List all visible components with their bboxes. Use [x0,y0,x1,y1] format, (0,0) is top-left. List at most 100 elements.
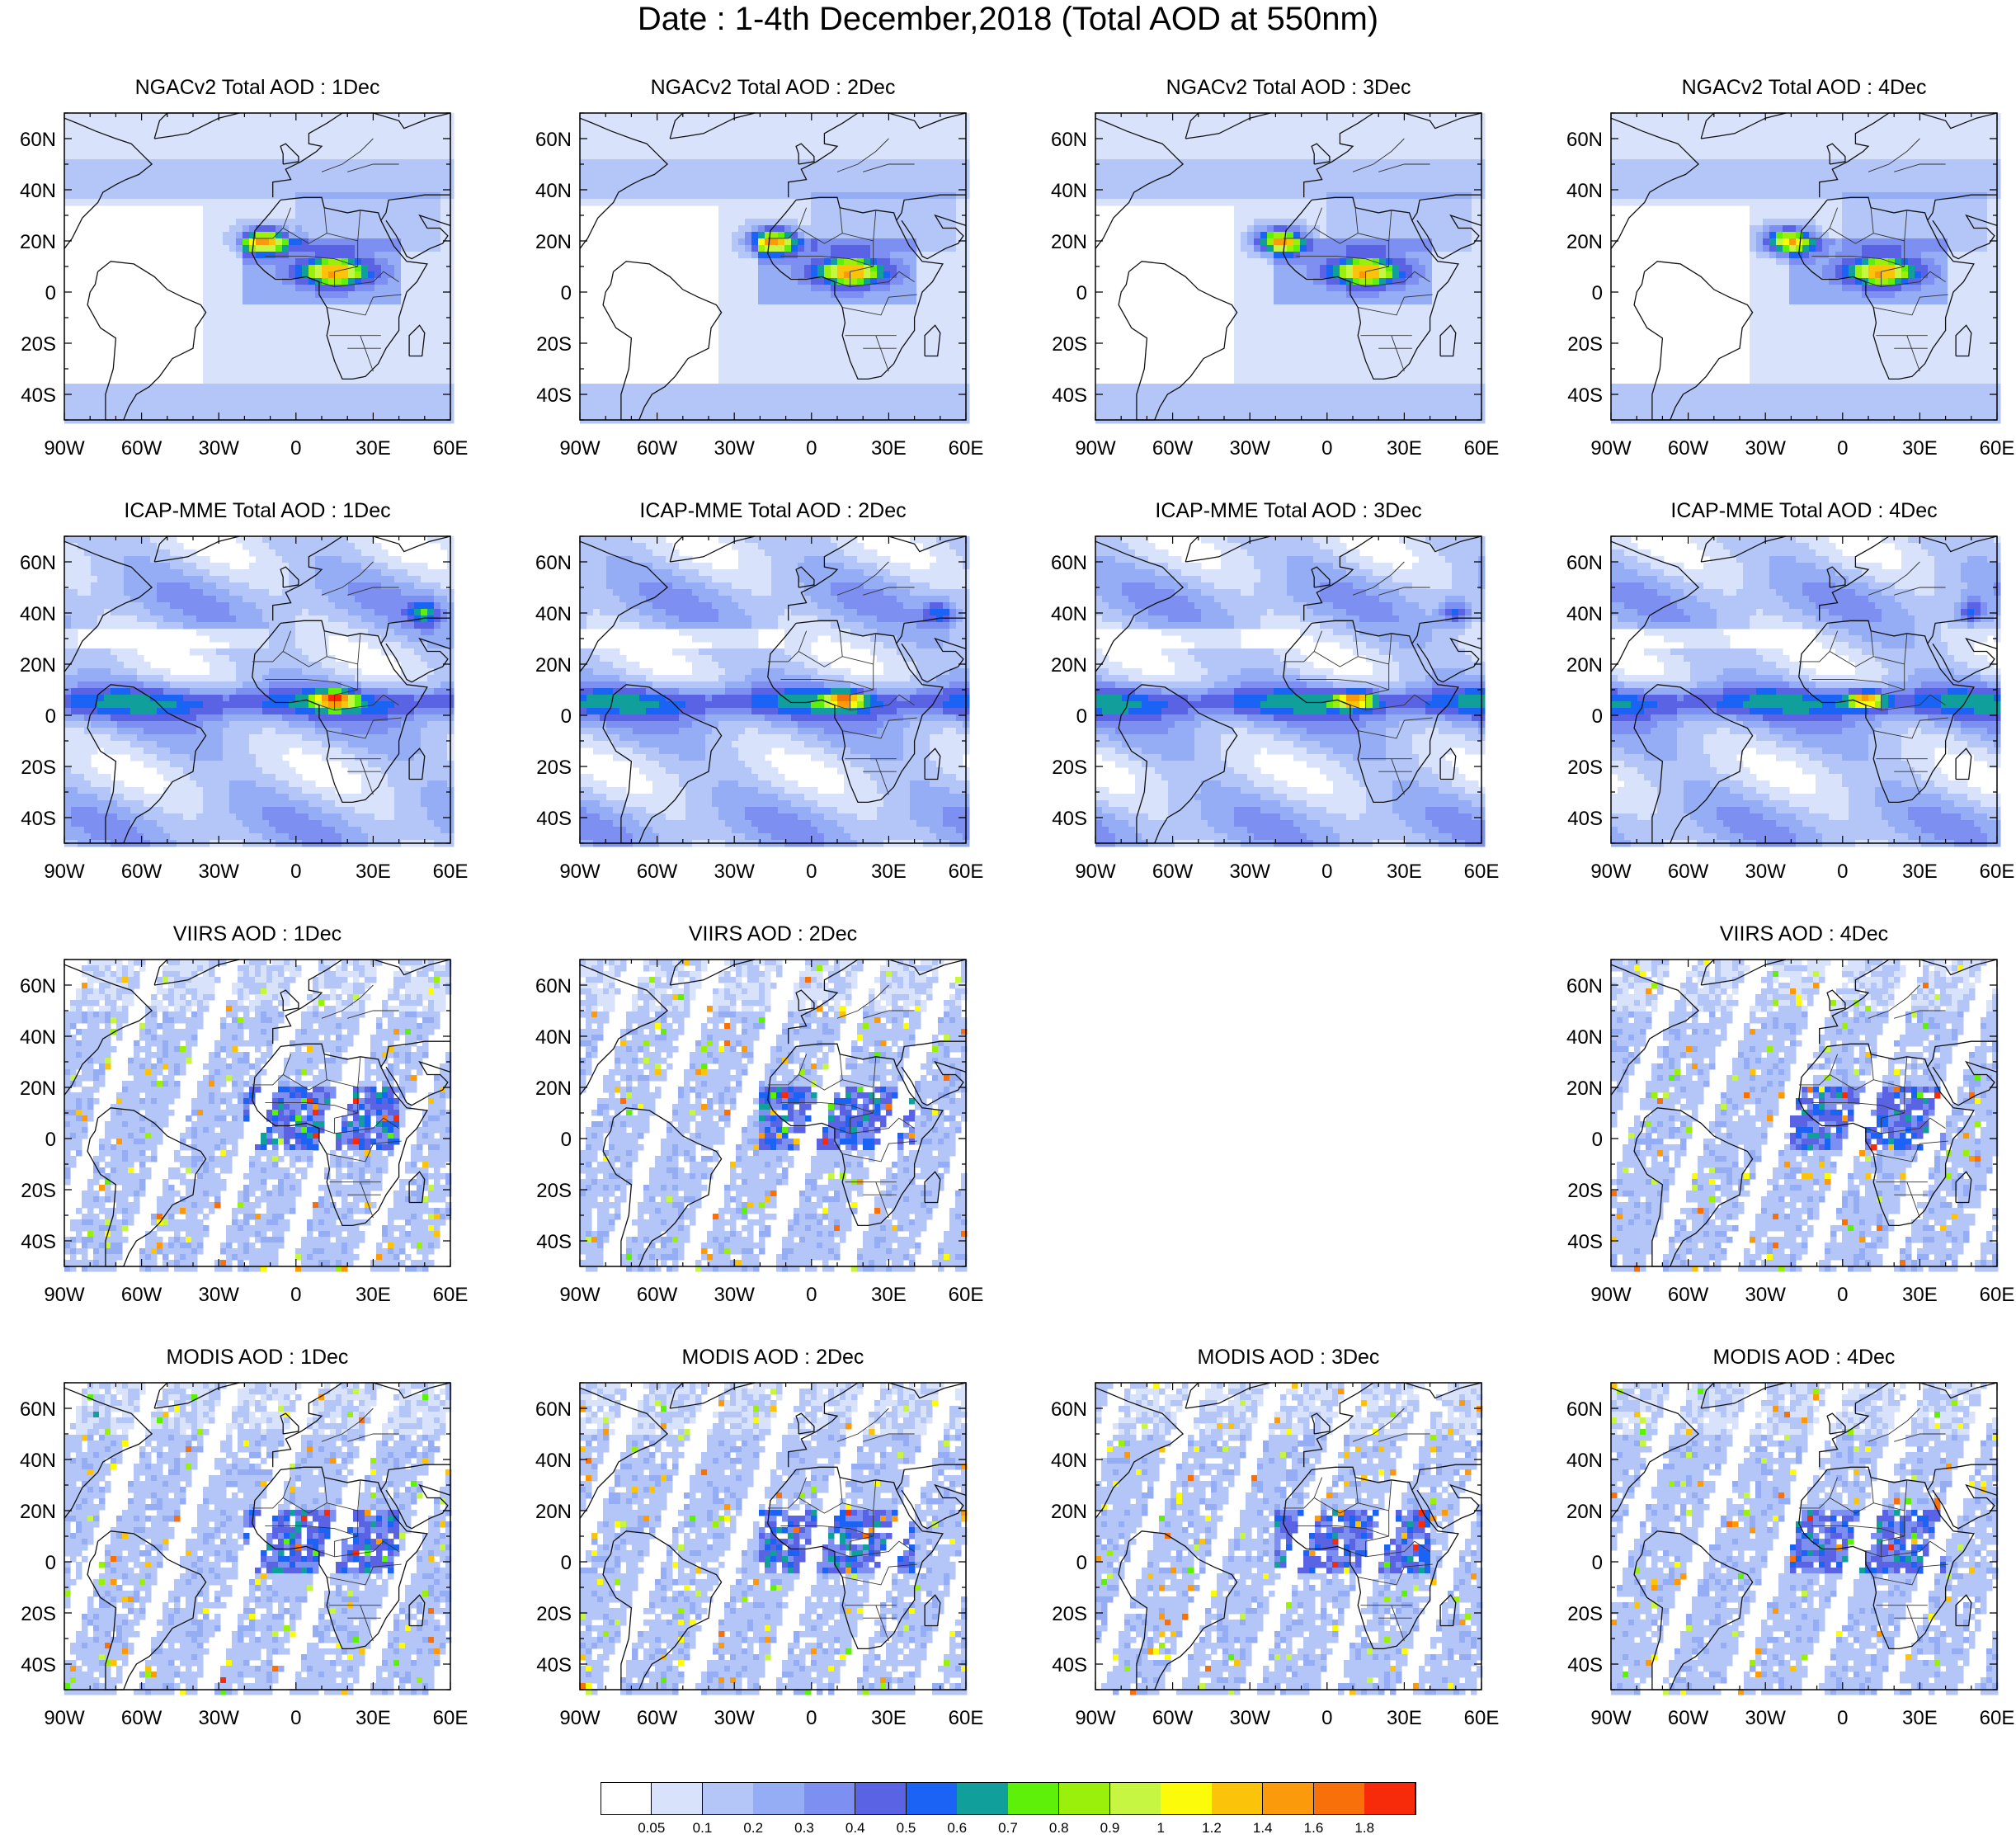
aod-map: 90W 60W 30W 0 30E 60E 60N 40N 20N 0 20S 40S [535,112,983,460]
country-borders [767,561,917,795]
lon-tick-label: 30E [356,861,391,883]
lon-tick-label: 60E [1980,1284,2015,1306]
colorbar-swatch [957,1782,1009,1815]
lon-tick-label: 90W [559,861,601,883]
panel-title: ICAP-MME Total AOD : 1Dec [64,499,450,523]
lon-tick-label: 30W [1745,1284,1787,1306]
colorbar-swatch [601,1782,652,1815]
lat-tick-label: 60N [535,552,572,574]
lon-tick-label: 0 [290,1707,301,1729]
lon-tick-label: 30E [1902,437,1938,460]
lon-tick-label: 60W [1668,437,1709,460]
lat-tick-label: 20N [20,654,56,677]
lat-tick-label: 0 [1592,705,1603,728]
colorbar-frame [601,1782,1415,1815]
colorbar-swatch [1058,1782,1110,1815]
axis-ticks [1095,535,1482,844]
lat-tick-label: 20N [1566,1501,1603,1523]
axis-ticks [1610,959,1998,1267]
lon-tick-label: 60E [1980,437,2015,460]
lon-tick-label: 90W [559,1284,601,1306]
panel-title: VIIRS AOD : 4Dec [1611,922,1997,946]
lon-tick-label: 30W [199,1707,240,1729]
colorbar-swatch [753,1782,805,1815]
lat-tick-label: 40S [536,1654,572,1676]
lon-tick-label: 60E [1980,861,2015,883]
aod-map: 90W 60W 30W 0 30E 60E 60N 40N 20N 0 20S 40S [1566,959,2015,1306]
coastline [1610,535,1998,844]
map-panel: ICAP-MME Total AOD : 1Dec 90W 60W 30W 0 30E 60… [0,499,510,897]
lat-tick-label: 20S [536,1180,572,1202]
lat-tick-label: 40S [21,1654,56,1676]
lat-tick-label: 40N [20,1450,56,1472]
figure-title: Date : 1-4th December,2018 (Total AOD at… [0,0,2016,41]
lon-tick-label: 30E [1387,861,1422,883]
lat-tick-label: 20S [21,1180,56,1202]
map-panel: VIIRS AOD : 2Dec 90W 60W 30W 0 30E 60E 60N 40N 20… [516,922,1025,1320]
lat-tick-label: 40N [1566,1450,1603,1472]
lat-tick-label: 40S [1052,1654,1087,1676]
aod-map: 90W 60W 30W 0 30E 60E 60N 40N 20N 0 20S 40S [1566,112,2015,460]
aod-field [1611,960,1999,1272]
aod-map: 90W 60W 30W 0 30E 60E 60N 40N 20N 0 20S 40S [1051,535,1499,883]
lat-tick-label: 60N [20,552,56,574]
country-borders [252,1408,402,1642]
lat-tick-label: 0 [561,282,572,304]
lon-tick-label: 0 [806,1284,817,1306]
colorbar-label: 1.2 [1202,1820,1222,1837]
country-borders [767,984,917,1219]
aod-map: 90W 60W 30W 0 30E 60E 60N 40N 20N 0 20S 40S [535,959,983,1306]
lon-tick-label: 30W [1230,437,1271,460]
map-panel: VIIRS AOD : 1Dec 90W 60W 30W 0 30E 60E 60N 40N 20… [0,922,510,1320]
colorbar-swatch [1313,1782,1365,1815]
coastline [579,1382,967,1690]
coastline [579,535,967,844]
aod-field [64,113,455,424]
lat-tick-label: 0 [561,1552,572,1574]
axis-ticks [64,1382,451,1690]
lon-tick-label: 0 [1837,437,1848,460]
lon-tick-label: 0 [290,1284,301,1306]
aod-field [1611,113,2001,424]
lon-tick-label: 0 [1837,1284,1848,1306]
lat-tick-label: 0 [1592,282,1603,304]
lon-tick-label: 30W [1745,437,1787,460]
aod-field [64,960,452,1272]
colorbar-label: 1 [1157,1820,1165,1837]
panel-title: VIIRS AOD : 1Dec [64,922,450,946]
aod-map: 90W 60W 30W 0 30E 60E 60N 40N 20N 0 20S 40S [1566,535,2015,883]
lat-tick-label: 60N [1566,975,1603,997]
lon-tick-label: 30E [1902,1284,1938,1306]
colorbar-label: 0.9 [1100,1820,1120,1837]
colorbar-swatch [1109,1782,1161,1815]
lon-tick-label: 90W [559,437,601,460]
lat-tick-label: 60N [20,1398,56,1421]
lon-tick-label: 60W [1152,437,1194,460]
lat-tick-label: 20S [1567,333,1603,356]
lat-tick-label: 20N [535,1077,572,1100]
lat-tick-label: 60N [535,975,572,997]
colorbar-swatch [1008,1782,1060,1815]
lat-tick-label: 0 [1592,1552,1603,1574]
colorbar-label: 1.8 [1354,1820,1374,1837]
panel-title: VIIRS AOD : 2Dec [580,922,966,946]
aod-field [1095,1383,1483,1695]
lon-tick-label: 60W [1152,861,1194,883]
lat-tick-label: 0 [45,1552,56,1574]
lat-tick-label: 40S [536,808,572,830]
axis-ticks [64,535,451,844]
lon-tick-label: 60W [637,1284,678,1306]
lat-tick-label: 60N [1051,129,1087,151]
aod-map: 90W 60W 30W 0 30E 60E 60N 40N 20N 0 20S 40S [535,1382,983,1729]
country-borders [1283,138,1433,372]
coastline [64,535,451,844]
lon-tick-label: 90W [1590,861,1632,883]
lat-tick-label: 60N [1566,129,1603,151]
lat-tick-label: 60N [1566,1398,1603,1421]
lat-tick-label: 20S [1567,757,1603,779]
lon-tick-label: 0 [1837,1707,1848,1729]
coastline [579,959,967,1267]
lon-tick-label: 60E [1464,437,1500,460]
lon-tick-label: 90W [1590,1707,1632,1729]
